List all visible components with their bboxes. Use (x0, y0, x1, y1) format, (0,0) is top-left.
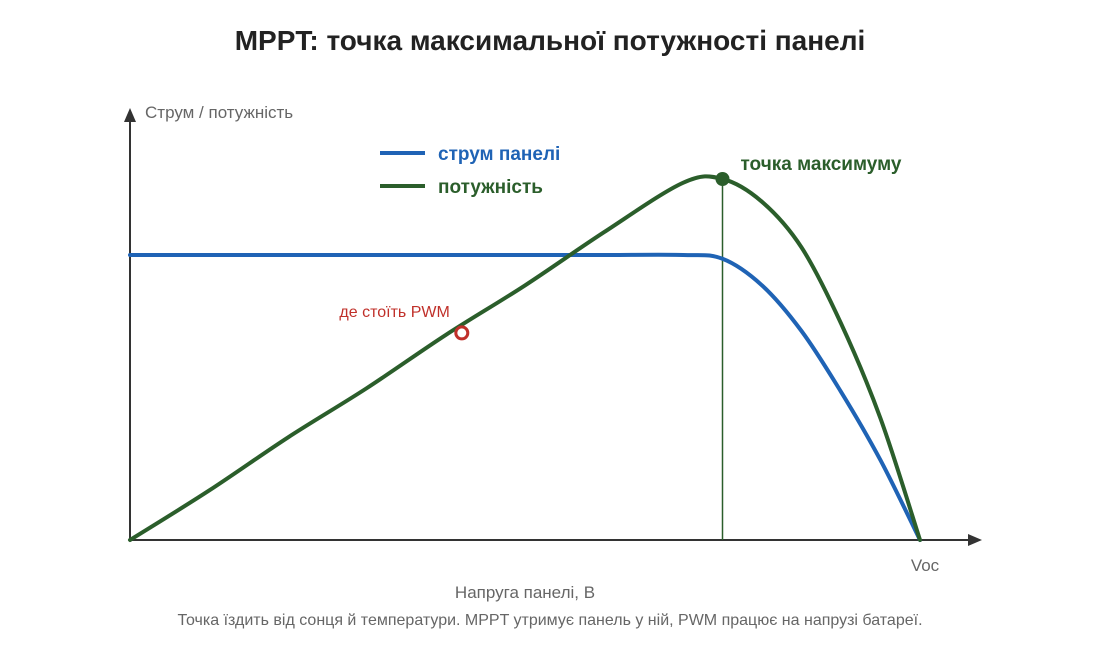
pwm-label: де стоїть PWM (339, 304, 449, 321)
series-line-power (128, 174, 922, 542)
chart-marks (128, 174, 922, 542)
x-axis-label: Напруга панелі, В (455, 583, 595, 602)
max-power-point (715, 172, 730, 186)
axes (124, 108, 982, 546)
legend-label-1: потужність (438, 177, 543, 198)
x-axis-arrow (968, 534, 982, 546)
chart-caption: Точка їздить від сонця й температури. MP… (177, 612, 922, 629)
y-axis-arrow (124, 108, 136, 122)
y-axis-label: Струм / потужність (145, 103, 293, 122)
chart-title: MPPT: точка максимальної потужності пане… (235, 25, 866, 56)
x-tick-voc: Voc (911, 556, 940, 575)
annotations: точка максимуму де стоїть PWM (339, 154, 902, 341)
pwm-point (454, 325, 470, 341)
legend: струм панелі потужність (380, 144, 560, 198)
series-line-current (128, 252, 922, 542)
legend-label-0: струм панелі (438, 144, 560, 165)
max-power-label: точка максимуму (741, 154, 902, 175)
